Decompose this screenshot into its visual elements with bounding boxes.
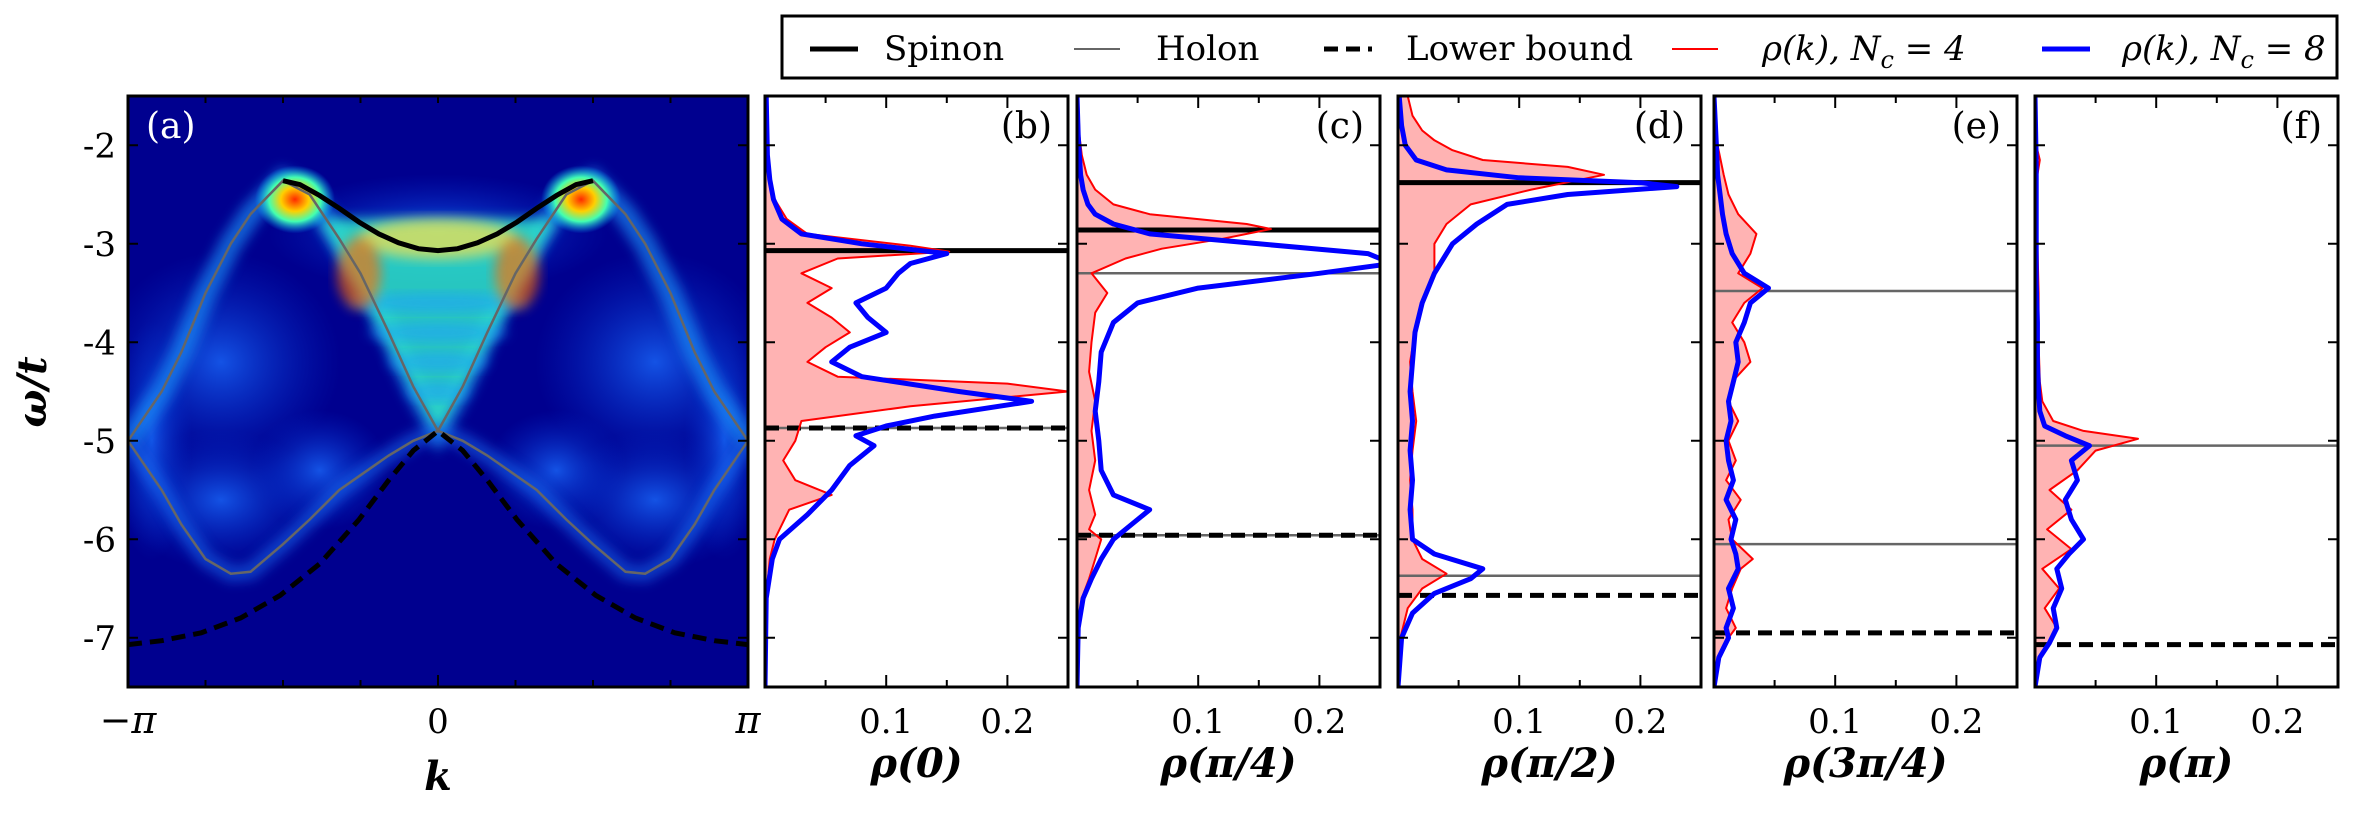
nc4-fill bbox=[1714, 96, 1763, 687]
nc4-fill bbox=[2035, 96, 2138, 687]
spectral-panel-b: 0.1 0.2 ρ(0) (b) bbox=[763, 94, 1070, 787]
legend-label-N: N bbox=[2210, 29, 2242, 69]
x-axis-label: ρ(π/4) bbox=[1159, 740, 1296, 787]
panel-label: (c) bbox=[1316, 106, 1364, 147]
panel-frame bbox=[2033, 94, 2340, 689]
nc8-line bbox=[1077, 96, 1380, 687]
legend-label-1: Holon bbox=[1156, 29, 1259, 69]
xtick-label: 0.2 bbox=[980, 702, 1034, 742]
nc8-line bbox=[765, 96, 1035, 687]
panel-label: (d) bbox=[1634, 106, 1685, 147]
xtick-label: 0.2 bbox=[1929, 702, 1983, 742]
panel-background bbox=[1077, 96, 1380, 687]
heatmap-glow-5 bbox=[486, 410, 627, 531]
ytick-label: -3 bbox=[83, 225, 116, 265]
legend-label-eq: = 8 bbox=[2254, 29, 2326, 69]
xtick-label: 0.1 bbox=[1171, 702, 1225, 742]
panel-background bbox=[2035, 96, 2338, 687]
heatmap-panel-a: -2 -3 -4 -5 -6 -7 −π 0 π (a) bbox=[83, 94, 762, 742]
panel-body bbox=[1714, 96, 2017, 687]
holon-lower-line bbox=[128, 429, 748, 575]
panel-frame bbox=[1075, 94, 1382, 689]
panel-frame bbox=[1712, 94, 2019, 689]
x-axis-label: ρ(3π/4) bbox=[1782, 740, 1947, 787]
panel-label: (f) bbox=[2281, 106, 2322, 147]
panel-frame bbox=[1396, 94, 1703, 689]
legend-label-N: N bbox=[1850, 29, 1882, 69]
legend-label-eq: = 4 bbox=[1894, 29, 1966, 69]
panel-body bbox=[765, 96, 1068, 687]
heatmap-glow-4 bbox=[249, 410, 390, 531]
x-axis-label: ρ(π/2) bbox=[1480, 740, 1617, 787]
xtick-label: 0.1 bbox=[1808, 702, 1862, 742]
legend-label-2: Lower bound bbox=[1406, 29, 1633, 69]
legend-label-sub: c bbox=[1881, 46, 1894, 74]
legend-label-main: ρ(k), bbox=[2121, 29, 2211, 69]
continuum-stripe-0 bbox=[348, 292, 528, 313]
continuum-stripe-2 bbox=[388, 351, 488, 372]
x-axis-label: ρ(0) bbox=[869, 740, 962, 787]
legend: Spinon Holon Lower bound ρ(k), Nc = 4 ρ(k), … bbox=[780, 14, 2339, 80]
nc4-fill bbox=[1077, 96, 1271, 687]
heatmap-body bbox=[128, 96, 748, 687]
ytick-label: -4 bbox=[83, 323, 116, 363]
legend-label-4: ρ(k), Nc = 8 bbox=[2121, 29, 2326, 74]
x-axis-label: k bbox=[424, 753, 452, 800]
nc4-line bbox=[1077, 96, 1272, 687]
xtick-label: 0.2 bbox=[2250, 702, 2304, 742]
spectral-panel-e: 0.1 0.2ρ(3π/4) (e) bbox=[1712, 94, 2019, 787]
xtick-label: 0.1 bbox=[1492, 702, 1546, 742]
panel-label-a: (a) bbox=[146, 106, 196, 147]
x-axis-label: ρ(π) bbox=[2139, 740, 2234, 787]
spectral-panel-f: 0.1 0.2 ρ(π) (f) bbox=[2033, 94, 2340, 787]
continuum-stripe-1 bbox=[368, 322, 508, 343]
nc8-line bbox=[1398, 96, 1680, 687]
panel-label: (e) bbox=[1952, 106, 2001, 147]
spectral-panel-c: 0.1 0.2ρ(π/4) (c) bbox=[1075, 94, 1382, 787]
ytick-label: -5 bbox=[83, 422, 116, 462]
panel-label: (b) bbox=[1001, 106, 1052, 147]
xtick-label: 0.1 bbox=[2129, 702, 2183, 742]
panel-body bbox=[1077, 96, 1380, 687]
panel-body bbox=[2035, 96, 2338, 687]
xtick-label: 0.2 bbox=[1292, 702, 1346, 742]
xtick-label: π bbox=[735, 698, 762, 742]
hotspot-left bbox=[254, 165, 335, 234]
xtick-label: −π bbox=[100, 698, 158, 742]
panel-frame bbox=[763, 94, 1070, 689]
spinon-line bbox=[282, 178, 594, 254]
nc4-fill bbox=[1398, 96, 1604, 687]
nc4-fill bbox=[765, 96, 1068, 687]
panel-background bbox=[1714, 96, 2017, 687]
spectral-panel-d: 0.1 0.2ρ(π/2) (d) bbox=[1396, 94, 1703, 787]
xtick-label: 0.1 bbox=[859, 702, 913, 742]
legend-label-main: ρ(k), bbox=[1761, 29, 1851, 69]
xtick-label: 0.2 bbox=[1613, 702, 1667, 742]
panel-body bbox=[1398, 96, 1701, 687]
hotspot-right bbox=[541, 165, 622, 234]
spectral-panels: 0.1 0.2ρ(0)(b)0.1 0.2ρ(π/4)(c)0.1 0.2ρ(π/2)… bbox=[763, 94, 2340, 787]
lower-bound-line bbox=[128, 427, 748, 648]
ytick-label: -2 bbox=[83, 126, 116, 166]
hotspot-center bbox=[358, 218, 518, 259]
nc8-line bbox=[1714, 96, 1771, 687]
continuum-stripe-3 bbox=[408, 381, 468, 402]
legend-label-0: Spinon bbox=[884, 29, 1004, 69]
y-axis-label: ω/t bbox=[9, 356, 56, 428]
legend-label-3: ρ(k), Nc = 4 bbox=[1761, 29, 1966, 74]
legend-label-sub: c bbox=[2241, 46, 2254, 74]
xtick-label: 0 bbox=[427, 702, 449, 742]
ytick-label: -7 bbox=[83, 619, 116, 659]
ytick-label: -6 bbox=[83, 520, 116, 560]
